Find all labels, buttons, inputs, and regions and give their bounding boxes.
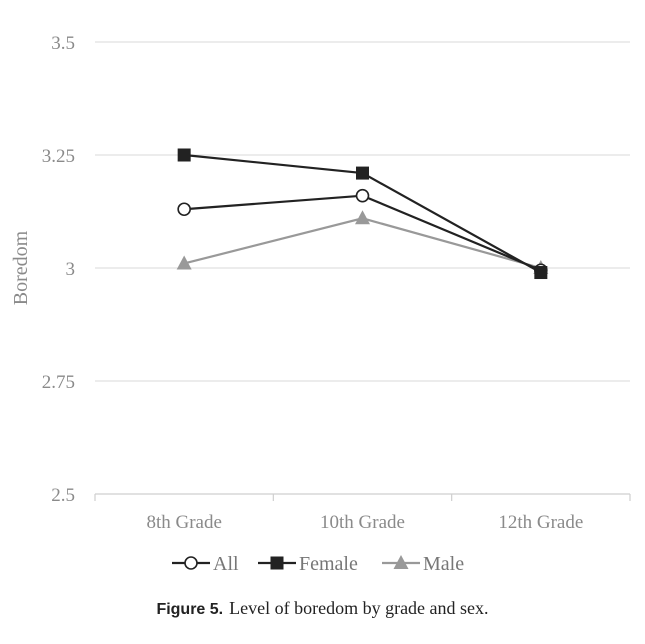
legend-item-female: Female	[258, 553, 358, 575]
data-point-female	[177, 148, 191, 162]
data-point-male	[355, 210, 370, 225]
series-male	[176, 210, 549, 274]
y-tick-label: 2.5	[51, 485, 75, 506]
figure-caption: Figure 5. Level of boredom by grade and s…	[0, 598, 645, 619]
y-axis-title: Boredom	[10, 230, 32, 305]
data-point-female	[356, 166, 369, 180]
series-lines	[176, 148, 549, 280]
legend: All Female Male	[172, 553, 464, 575]
legend-label: Female	[299, 553, 358, 575]
y-tick-label: 3.25	[42, 146, 75, 167]
x-tick-label: 8th Grade	[146, 512, 221, 533]
x-axis	[94, 493, 631, 501]
y-tick-label: 2.75	[42, 372, 75, 393]
data-point-all	[177, 202, 191, 217]
x-tick-label: 10th Grade	[320, 512, 405, 533]
figure-caption-text: Level of boredom by grade and sex.	[229, 598, 489, 618]
data-point-all	[355, 188, 370, 203]
y-tick-label: 3.5	[51, 33, 75, 54]
legend-label: Male	[423, 553, 464, 575]
legend-label: All	[213, 553, 239, 575]
series-all	[177, 188, 548, 278]
series-female	[177, 148, 548, 280]
series-line-all	[184, 194, 542, 272]
y-tick-label: 3	[66, 259, 76, 280]
legend-item-all: All	[172, 553, 239, 575]
data-point-female	[534, 266, 548, 280]
data-point-male	[176, 255, 192, 270]
legend-marker	[393, 555, 409, 569]
legend-marker	[184, 556, 198, 570]
figure-label: Figure 5.	[156, 601, 224, 618]
legend-marker	[270, 556, 284, 570]
legend-item-male: Male	[382, 553, 464, 575]
line-chart: 2.5 2.75 3 3.25 3.5 8th Grade 10th Grade 12th …	[10, 33, 631, 575]
y-tick-labels: 2.5 2.75 3 3.25 3.5	[42, 33, 75, 506]
x-tick-label: 12th Grade	[498, 512, 583, 533]
x-tick-labels: 8th Grade 10th Grade 12th Grade	[146, 512, 583, 533]
